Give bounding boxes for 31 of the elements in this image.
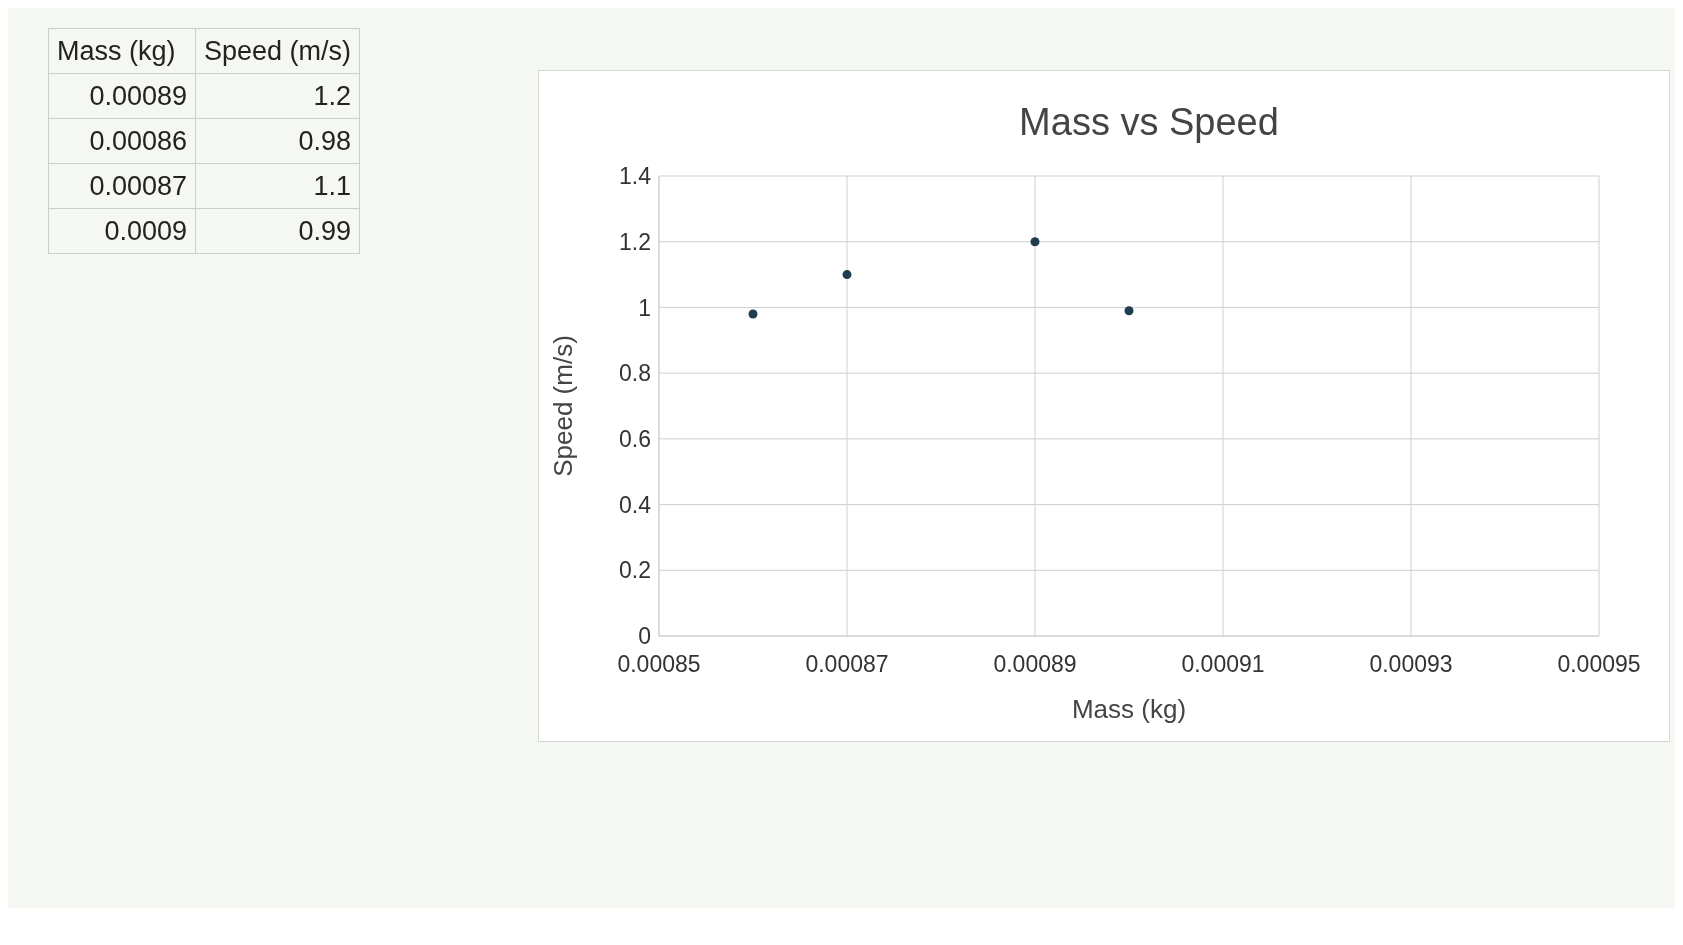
text: 0.00086 <box>48 118 196 164</box>
x-tick-label: 0.00093 <box>1369 651 1453 678</box>
x-axis-title: Mass (kg) <box>1071 694 1187 724</box>
x-tick-label: 0.00095 <box>1557 651 1641 678</box>
text: 0.0009 <box>48 208 196 254</box>
point <box>1030 237 1040 247</box>
x-tick-label: 0.00091 <box>1181 651 1265 678</box>
text: 1.1 <box>195 163 360 209</box>
text: 0.98 <box>195 118 360 164</box>
y-tick-label: 1.4 <box>619 163 652 190</box>
text: 0.00087 <box>48 163 196 209</box>
y-tick-label: 0.2 <box>619 557 651 584</box>
point <box>842 270 852 280</box>
y-tick-label: 0.4 <box>619 491 652 518</box>
y-tick-label: 1.2 <box>619 228 651 255</box>
point <box>1124 306 1134 316</box>
text: 1.2 <box>195 73 360 119</box>
text: Mass (kg) <box>48 28 196 74</box>
text: Speed (m/s) <box>195 28 360 74</box>
x-tick-label: 0.00087 <box>805 651 889 678</box>
point <box>748 309 758 319</box>
x-tick-label: 0.00085 <box>617 651 701 678</box>
y-tick-label: 0.8 <box>619 360 651 387</box>
x-tick-label: 0.00089 <box>993 651 1077 678</box>
y-tick-label: 1 <box>638 294 651 321</box>
y-tick-label: 0.6 <box>619 426 651 453</box>
y-axis-title: Speed (m/s) <box>548 335 579 477</box>
text: 0.00089 <box>48 73 196 119</box>
chart-title: Mass vs Speed <box>1018 101 1280 144</box>
text: 0.99 <box>195 208 360 254</box>
y-tick-label: 0 <box>638 623 651 650</box>
